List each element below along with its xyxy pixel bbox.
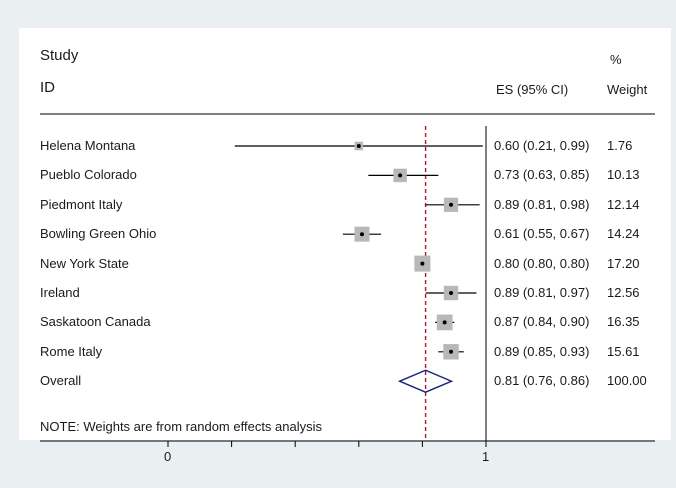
overall-diamond [397,369,454,393]
point-estimate [420,261,425,266]
header-percent: % [610,52,622,67]
study-weight-label: 12.56 [607,285,640,300]
point-estimate [449,202,454,207]
study-es-label: 0.73 (0.63, 0.85) [494,167,590,183]
point-estimate [442,320,447,325]
study-weight-label: 15.61 [607,343,640,359]
header-id: ID [40,79,55,96]
header-es: ES (95% CI) [496,82,569,97]
point-estimate [359,232,364,237]
study-es-label: 0.89 (0.81, 0.97) [494,285,590,300]
study-name: Ireland [40,285,80,300]
study-name: Piedmont Italy [40,196,123,212]
study-es-label: 0.87 (0.84, 0.90) [494,314,590,330]
study-weight-label: 12.14 [607,196,640,212]
study-name: Helena Montana [40,138,136,153]
note-text: NOTE: Weights are from random effects an… [40,419,323,434]
study-es-label: 0.89 (0.85, 0.93) [494,343,590,359]
x-tick-label: 0 [164,449,172,464]
study-weight-label: 17.20 [607,255,640,271]
point-estimate [449,349,454,354]
overall-es-label: 0.81 (0.76, 0.86) [494,373,590,389]
point-estimate [356,144,361,148]
point-estimate [449,291,454,295]
study-name: Pueblo Colorado [40,167,137,183]
study-es-label: 0.60 (0.21, 0.99) [494,138,590,153]
study-weight-label: 1.76 [607,138,633,153]
study-weight-label: 14.24 [607,226,640,242]
overall-label: Overall [40,373,82,389]
study-weight-label: 10.13 [607,167,640,183]
overall-weight-label: 100.00 [607,373,647,389]
study-name: Saskatoon Canada [40,314,151,330]
study-name: New York State [40,255,129,271]
x-tick-label: 1 [482,449,490,464]
study-weight-label: 16.35 [607,314,640,330]
header-study: Study [40,47,79,64]
study-es-label: 0.61 (0.55, 0.67) [494,226,590,242]
study-name: Bowling Green Ohio [40,226,157,242]
study-es-label: 0.89 (0.81, 0.98) [494,196,590,212]
study-es-label: 0.80 (0.80, 0.80) [494,255,590,271]
study-name: Rome Italy [40,343,103,359]
point-estimate [398,173,403,178]
header-weight: Weight [607,82,648,97]
